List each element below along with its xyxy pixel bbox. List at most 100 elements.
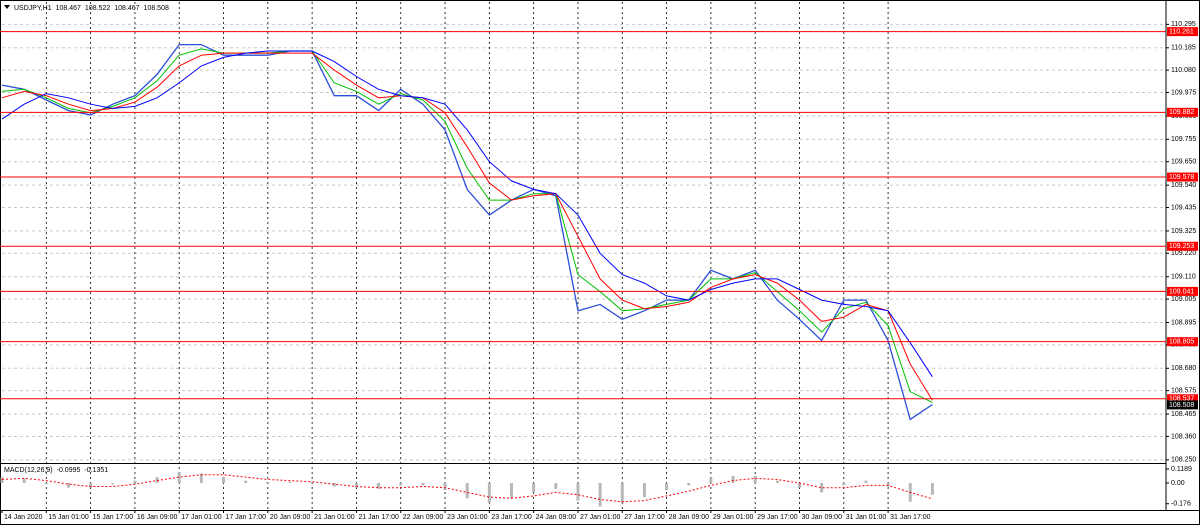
symbol-menu-arrow[interactable] [4,5,10,9]
y-tick-label: 109.755 [1171,136,1196,143]
header-text: 108.522 [85,5,110,12]
histogram-bar [0,477,4,483]
histogram-bar [554,483,558,489]
y-tick-label: 109.005 [1171,296,1196,303]
header-text: -0.1351 [84,467,108,474]
histogram-bar [244,480,248,483]
histogram-bar [731,475,735,483]
x-tick-label: 21 Jan 01:00 [314,514,355,521]
histogram-bar [465,483,469,499]
level-label-bg [1167,394,1198,404]
header-text: 108.467 [56,5,81,12]
histogram-bar [66,483,70,488]
y-tick-label: 110.080 [1171,67,1196,74]
histogram-bar [642,483,646,498]
x-tick-label: 31 Jan 01:00 [846,514,887,521]
histogram-bar [775,480,779,483]
x-tick-label: 30 Jan 09:00 [801,514,842,521]
x-tick-label: 22 Jan 09:00 [403,514,444,521]
level-label-bg [1167,337,1198,347]
header-text: -0.0995 [57,467,81,474]
y-tick-label: 0.00 [1171,480,1185,487]
y-tick-label: 0.1189 [1171,466,1192,473]
histogram-bar [22,478,26,483]
level-label: 109.882 [1169,109,1194,116]
histogram-bar [133,480,137,483]
level-label: 109.578 [1169,174,1194,181]
histogram-bar [487,483,491,503]
y-tick-label: -0.176 [1171,501,1191,508]
y-tick-label: 109.435 [1171,204,1196,211]
histogram-bar [532,483,536,493]
histogram-bar [354,483,358,488]
histogram-bar [377,483,381,489]
level-label: 109.041 [1169,288,1194,295]
y-tick-label: 108.680 [1171,365,1196,372]
header-text: USDJPY,H1 [14,5,52,12]
level-label-bg [1167,286,1198,296]
header-text: 108.508 [144,5,169,12]
x-tick-label: 27 Jan 01:00 [580,514,621,521]
x-tick-label: 15 Jan 01:00 [48,514,89,521]
histogram-bar [443,483,447,491]
x-tick-label: 15 Jan 17:00 [93,514,134,521]
y-tick-label: 109.975 [1171,89,1196,96]
x-tick-label: 23 Jan 17:00 [491,514,532,521]
y-tick-label: 109.540 [1171,182,1196,189]
histogram-bar [421,483,425,486]
histogram-bar [510,483,514,499]
y-tick-label: 108.575 [1171,388,1196,395]
level-label-bg [1167,27,1198,37]
level-label: 108.537 [1169,396,1194,403]
histogram-bar [576,483,580,501]
header-text: MACD(12,26,9) [4,467,53,474]
histogram-bar [44,483,48,485]
histogram-bar [598,483,602,507]
histogram-bar [753,475,757,483]
y-tick-label: 108.895 [1171,319,1196,326]
x-tick-label: 20 Jan 09:00 [270,514,311,521]
histogram-bar [820,483,824,493]
level-label-bg [1167,172,1198,182]
y-tick-label: 109.110 [1171,274,1196,281]
x-tick-label: 31 Jan 17:00 [890,514,931,521]
price-line [1,50,933,378]
y-tick-label: 109.325 [1171,228,1196,235]
price-line [1,43,933,421]
histogram-bar [930,483,934,495]
last-price-bg [1167,400,1198,410]
y-tick-label: 110.185 [1171,45,1196,52]
header-text: 108.467 [114,5,139,12]
x-tick-label: 28 Jan 09:00 [669,514,710,521]
x-tick-label: 17 Jan 01:00 [181,514,222,521]
histogram-bar [199,473,203,483]
y-tick-label: 108.250 [1171,457,1196,464]
histogram-bar [864,480,868,483]
histogram-bar [288,481,292,483]
x-tick-label: 29 Jan 01:00 [713,514,754,521]
price-line [1,52,933,401]
histogram-bar [399,483,403,486]
level-label: 108.805 [1169,339,1194,346]
signal-line [1,474,933,503]
histogram-bar [332,483,336,487]
level-label-bg [1167,241,1198,251]
x-tick-label: 24 Jan 09:00 [536,514,577,521]
x-tick-label: 27 Jan 17:00 [624,514,665,521]
x-tick-label: 29 Jan 17:00 [757,514,798,521]
y-tick-label: 108.465 [1171,411,1196,418]
histogram-bar [155,477,159,483]
y-tick-label: 110.295 [1171,21,1196,28]
histogram-bar [222,477,226,483]
level-label: 109.253 [1169,243,1194,250]
x-tick-label: 23 Jan 01:00 [447,514,488,521]
histogram-bar [687,483,691,486]
x-tick-label: 14 Jan 2020 [4,514,43,521]
level-label-bg [1167,107,1198,117]
y-tick-label: 108.360 [1171,433,1196,440]
histogram-bar [886,483,890,487]
histogram-bar [177,472,181,483]
